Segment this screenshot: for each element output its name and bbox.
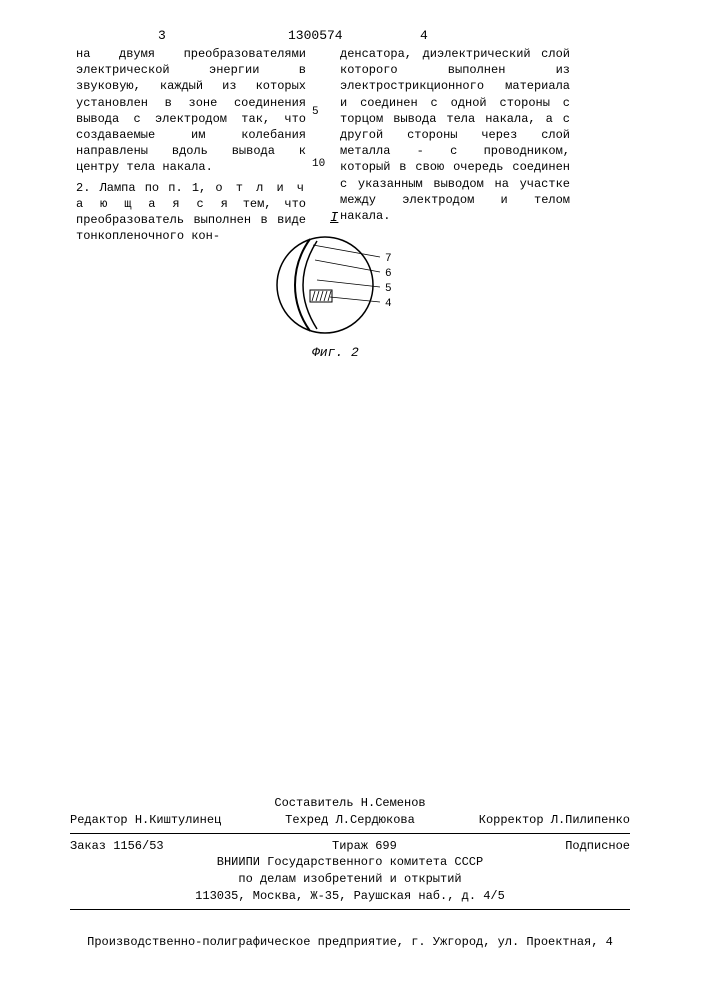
page-number-right: 4: [420, 28, 428, 43]
compositor-name: Н.Семенов: [361, 796, 426, 810]
figure-diagram: 7 6 5 4: [265, 225, 435, 365]
corrector-name: Л.Пилипенко: [551, 813, 630, 827]
line-marker-5: 5: [312, 106, 319, 118]
techred-label: Техред: [285, 813, 328, 827]
corrector-label: Корректор: [479, 813, 544, 827]
paragraph-2-left-a: 2. Лампа по п. 1,: [76, 181, 215, 195]
address-line: 113035, Москва, Ж-35, Раушская наб., д. …: [70, 888, 630, 905]
org-line-2: по делам изобретений и открытий: [70, 871, 630, 888]
printer-line: Производственно-полиграфическое предприя…: [70, 935, 630, 949]
editor-label: Редактор: [70, 813, 128, 827]
paragraph-1-right: денсатора, диэлектрический слой которого…: [340, 47, 570, 223]
editor-name: Н.Киштулинец: [135, 813, 221, 827]
line-marker-10: 10: [312, 158, 325, 170]
footer-divider-2: [70, 909, 630, 910]
page-number-left: 3: [158, 28, 166, 43]
callout-4: 4: [385, 298, 392, 310]
paragraph-1-left: на двумя преобразователями электрической…: [76, 47, 306, 174]
tirazh: Тираж 699: [332, 838, 397, 855]
footer-block: Составитель Н.Семенов Редактор Н.Киштули…: [70, 795, 630, 914]
figure-label-I: I: [330, 210, 338, 226]
text-column-right: денсатора, диэлектрический слой которого…: [340, 46, 570, 224]
order-number: Заказ 1156/53: [70, 838, 164, 855]
subscription: Подписное: [565, 838, 630, 855]
callout-6: 6: [385, 268, 392, 280]
footer-divider-1: [70, 833, 630, 834]
figure-svg: 7 6 5 4: [265, 225, 435, 355]
compositor-label: Составитель: [274, 796, 353, 810]
callout-5: 5: [385, 283, 392, 295]
techred-name: Л.Сердюкова: [336, 813, 415, 827]
figure-caption: Фиг. 2: [312, 345, 359, 360]
text-column-left: на двумя преобразователями электрической…: [76, 46, 306, 244]
callout-7: 7: [385, 253, 392, 265]
org-line-1: ВНИИПИ Государственного комитета СССР: [70, 854, 630, 871]
document-number: 1300574: [288, 28, 343, 43]
